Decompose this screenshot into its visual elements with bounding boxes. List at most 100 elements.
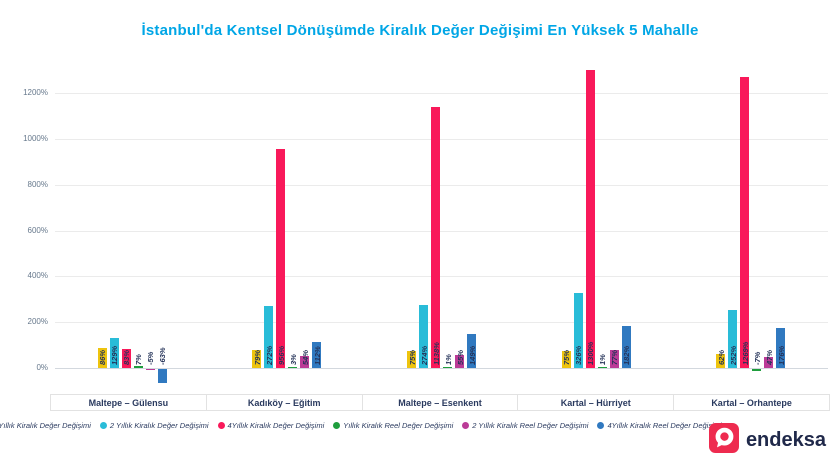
bar[interactable]	[776, 327, 786, 368]
y-axis-tick-label: 600%	[27, 225, 48, 235]
y-axis-tick-label: 800%	[27, 179, 48, 189]
bar-value-label: 1269%	[740, 341, 750, 365]
bar-value-label: -63%	[158, 347, 168, 365]
bar[interactable]	[419, 305, 428, 368]
endeksa-logo-icon	[708, 423, 739, 458]
bar[interactable]	[573, 293, 583, 368]
x-axis-category-row: Maltepe – Gülensu Kadıköy – Eğitim Maltepe…	[50, 394, 830, 411]
bar[interactable]	[121, 348, 131, 368]
bar-value-label: 182%	[622, 345, 632, 365]
legend-label: 2 Yıllık Kiralık Reel Değer Değişimi	[472, 421, 589, 430]
legend-dot	[597, 422, 605, 429]
legend-dot	[217, 422, 225, 429]
bar[interactable]	[145, 369, 155, 371]
legend-label: 2 Yıllık Kiralık Değer Değişimi	[109, 421, 209, 430]
legend-dot	[462, 422, 470, 429]
bar[interactable]	[597, 367, 607, 368]
bar-value-label: 3%	[288, 354, 298, 365]
legend: Yıllık Kiralık Değer Değişimi 2 Yıllık Ki…	[0, 421, 722, 430]
legend-item[interactable]: Yıllık Kiralık Reel Değer Değişimi	[333, 421, 453, 430]
bar-value-label: 47%	[764, 349, 774, 365]
gridline	[55, 138, 828, 140]
bar[interactable]	[609, 350, 619, 368]
bar[interactable]	[109, 338, 119, 368]
legend-label: Yıllık Kiralık Reel Değer Değişimi	[343, 421, 454, 430]
y-axis-tick-label: 400%	[27, 271, 48, 281]
bar[interactable]	[264, 305, 274, 368]
legend-item[interactable]: 2 Yıllık Kiralık Değer Değişimi	[99, 421, 209, 430]
bar-value-label: 272%	[264, 345, 274, 365]
y-axis-tick-label: 200%	[27, 317, 48, 327]
bar-value-label: 274%	[419, 345, 429, 365]
bar[interactable]	[407, 350, 416, 368]
bar-value-label: 75%	[407, 349, 417, 365]
bar[interactable]	[764, 357, 774, 368]
gridline	[55, 230, 828, 232]
legend-item[interactable]: Yıllık Kiralık Değer Değişimi	[0, 421, 91, 430]
bar[interactable]	[585, 70, 595, 368]
legend-item[interactable]: 4Yıllık Kiralık Reel Değer Değişimi	[597, 421, 722, 430]
y-axis-tick-label: 0%	[36, 363, 48, 372]
legend-label: 4Yıllık Kiralık Reel Değer Değişimi	[607, 421, 722, 430]
bar-value-label: 86%	[98, 349, 108, 365]
legend-item[interactable]: 2 Yıllık Kiralık Reel Değer Değişimi	[462, 421, 588, 430]
legend-item[interactable]: 4Yıllık Kiralık Değer Değişimi	[217, 421, 325, 430]
bar[interactable]	[276, 148, 286, 368]
bar-value-label: 62%	[716, 349, 726, 365]
bar[interactable]	[157, 369, 167, 384]
bar[interactable]	[252, 349, 262, 368]
bar-value-label: 1%	[443, 354, 453, 365]
bar-value-label: 112%	[312, 346, 322, 365]
bar[interactable]	[312, 342, 322, 368]
category-cell: Kartal – Orhantepe	[673, 394, 830, 411]
category-cell: Kartal – Hürriyet	[517, 394, 675, 411]
legend-dot	[333, 422, 341, 429]
legend-label: 4Yıllık Kiralık Değer Değişimi	[227, 421, 325, 430]
bar-value-label: 1138%	[431, 342, 441, 365]
bar-value-label: 252%	[728, 345, 738, 365]
bar[interactable]	[752, 369, 762, 371]
gridline	[55, 184, 828, 186]
chart-title: İstanbul'da Kentsel Dönüşümde Kiralık De…	[141, 22, 699, 39]
bar-value-label: 83%	[122, 349, 132, 365]
bar-value-label: 54%	[300, 349, 310, 365]
bar[interactable]	[716, 353, 726, 368]
bar-value-label: 1%	[598, 354, 608, 365]
endeksa-logo-text: endeksa	[745, 429, 826, 451]
bar[interactable]	[443, 367, 452, 368]
bar[interactable]	[133, 366, 143, 368]
legend-label: Yıllık Kiralık Değer Değişimi	[0, 421, 91, 430]
y-axis-tick-label: 1200%	[23, 88, 48, 97]
bar-value-label: 77%	[610, 349, 620, 365]
bar-value-label: 149%	[467, 345, 477, 365]
plot-area: 86% 129% 83% 7% -5% -63% 79% 272% 956% 3% 54% 112% 7…	[55, 70, 828, 392]
bar-value-label: -7%	[752, 351, 762, 365]
bar[interactable]	[621, 326, 631, 368]
bar[interactable]	[455, 355, 464, 368]
bar[interactable]	[740, 77, 750, 368]
category-cell: Maltepe – Esenkent	[361, 394, 519, 411]
bar-value-label: 7%	[134, 354, 144, 365]
bar-value-label: 75%	[562, 349, 572, 365]
bar[interactable]	[97, 348, 107, 368]
gridline	[55, 322, 828, 324]
bar-value-label: 326%	[574, 345, 584, 365]
category-cell: Kadıköy – Eğitim	[205, 394, 363, 411]
bar[interactable]	[728, 310, 738, 368]
gridline	[55, 276, 828, 278]
y-axis-tick-label: 1000%	[23, 133, 48, 143]
bar[interactable]	[431, 107, 440, 368]
bar-value-label: 1300%	[586, 341, 596, 365]
category-cell: Maltepe – Gülensu	[50, 394, 207, 411]
bar-value-label: 956%	[276, 345, 286, 365]
bar-value-label: 55%	[455, 349, 465, 365]
bar[interactable]	[467, 333, 476, 368]
bar-value-label: 79%	[252, 349, 262, 365]
bar[interactable]	[561, 350, 571, 368]
gridline	[55, 368, 828, 369]
bar-value-label: -5%	[146, 351, 156, 365]
bar[interactable]	[288, 367, 298, 368]
bar[interactable]	[300, 355, 310, 368]
gridline	[55, 93, 828, 94]
